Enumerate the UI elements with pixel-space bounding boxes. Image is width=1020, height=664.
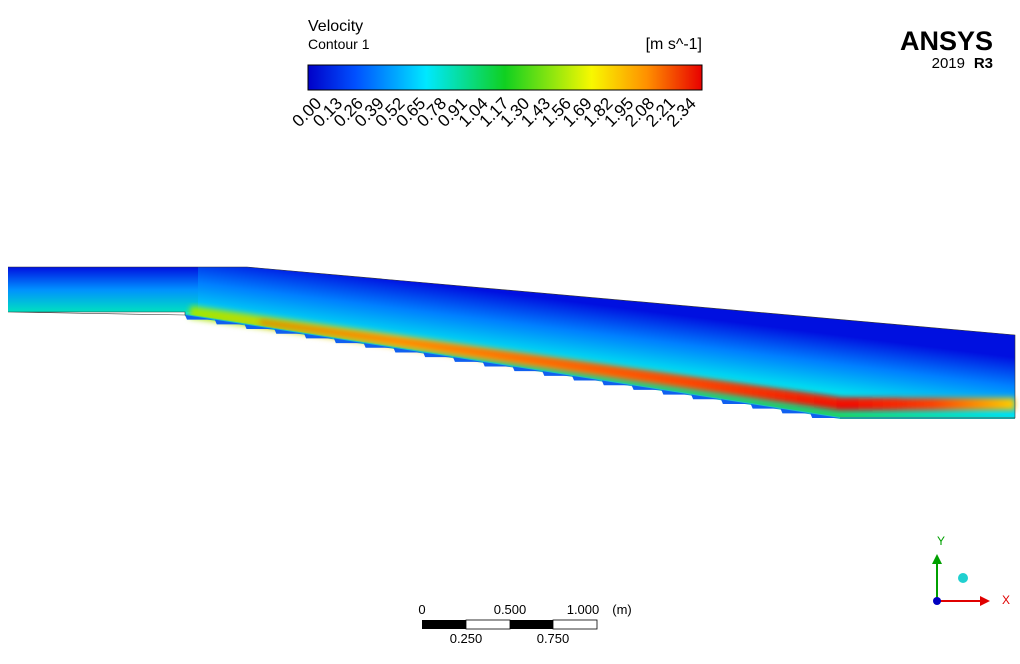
legend-title: Velocity [308,18,363,35]
step [810,413,840,418]
step [572,375,602,381]
x-arrow-head [980,596,990,606]
step [363,343,394,348]
scale-segment [422,620,466,629]
axis-triad: Y X [932,534,1010,607]
view-dot [958,573,968,583]
y-arrow-head [932,554,942,564]
step [720,399,751,404]
jet-core [259,320,901,405]
step [393,347,424,353]
x-axis-label: X [1002,593,1010,607]
scale-label: 0 [418,602,425,617]
scale-label: 0.750 [537,631,570,646]
scale-bar: 0 0.500 1.000 (m) 0.250 0.750 [418,602,631,646]
brand-year: 2019 [932,55,965,72]
step [661,389,692,395]
step [631,385,662,390]
brand-release: R3 [974,55,993,72]
step [452,357,483,362]
steps [185,315,840,418]
step [274,329,305,334]
step [601,380,632,386]
step [750,403,781,409]
step [244,324,275,330]
step [512,366,543,372]
scale-segment [510,620,553,629]
step [333,338,364,344]
step [691,394,721,400]
scale-label: 1.000 [567,602,600,617]
step [214,319,245,325]
flow-domain [8,267,1015,418]
legend-ticks: 0.000.130.260.390.520.650.780.911.041.17… [288,94,699,131]
step [542,371,573,376]
scale-segment [552,619,598,630]
legend-subtitle: Contour 1 [308,36,370,52]
scale-label: 0.250 [450,631,483,646]
step [185,315,215,320]
y-axis-label: Y [937,534,945,548]
inlet-region [8,267,198,312]
contour-plot [7,266,1016,419]
step [423,352,453,358]
domain-outline [7,266,1016,419]
step [482,361,513,367]
scale-segment [465,619,511,630]
z-axis-dot [933,597,941,605]
step [304,333,334,339]
brand-name: ANSYS [900,26,993,56]
step [780,408,811,414]
scale-label: 0.500 [494,602,527,617]
legend-unit: [m s^-1] [646,36,702,53]
color-bar [307,64,703,91]
scale-unit: (m) [612,602,632,617]
